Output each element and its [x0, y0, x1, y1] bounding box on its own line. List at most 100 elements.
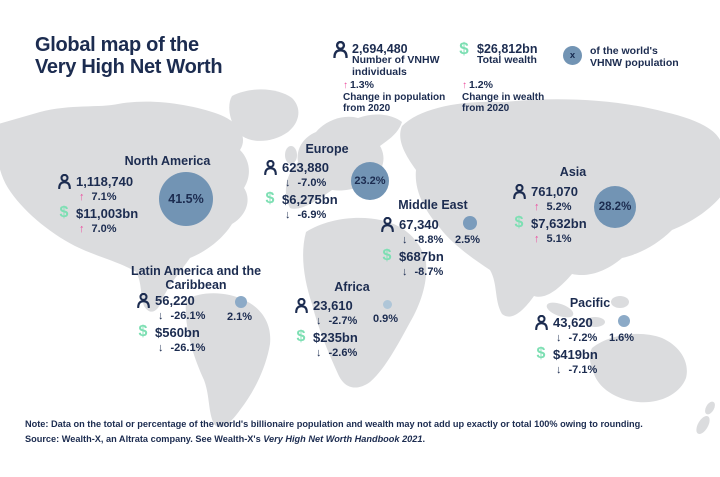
world-wealth-change: ↑ 1.2% Change in wealth from 2020 — [462, 79, 545, 115]
person-icon — [512, 183, 526, 199]
down-arrow-icon: ↓ — [402, 266, 408, 278]
continent-australia — [589, 333, 687, 403]
wealth-row: $ $687bn — [380, 248, 444, 264]
share-dot — [235, 296, 247, 308]
world-population-label-line2: individuals — [352, 65, 407, 78]
individuals-row: 56,220 — [136, 292, 205, 308]
individuals-value: 67,340 — [399, 216, 439, 232]
up-arrow-icon: ↑ — [462, 80, 467, 91]
person-icon — [534, 314, 548, 330]
population-change: ↓ -26.1% — [136, 308, 205, 324]
population-change: ↑ 7.1% — [57, 189, 138, 205]
dollar-icon: $ — [459, 39, 469, 58]
region-name: Middle East — [398, 198, 468, 212]
individuals-value: 1,118,740 — [76, 173, 134, 189]
up-arrow-icon: ↑ — [79, 223, 85, 235]
world-population-label-line1: Number of VNHW — [352, 54, 440, 66]
population-change-value: -7.2% — [568, 332, 598, 344]
wealth-change-value: -2.6% — [328, 347, 358, 359]
legend-label-line2: VHNW population — [590, 56, 679, 69]
footnote-source: Source: Wealth-X, an Altrata company. Se… — [25, 432, 643, 447]
island-borneo — [611, 296, 629, 308]
wealth-change-value: 5.1% — [546, 233, 572, 245]
world-wealth-label: Total wealth — [477, 54, 537, 66]
region-name: Europe — [305, 142, 349, 156]
down-arrow-icon: ↓ — [402, 234, 408, 246]
population-change: ↓ -8.8% — [380, 232, 444, 248]
page-title-line2: Very High Net Worth — [35, 56, 223, 78]
down-arrow-icon: ↓ — [158, 310, 164, 322]
continent-europe — [285, 114, 402, 209]
population-change: ↓ -2.7% — [294, 313, 358, 329]
wealth-value: $6,275bn — [282, 191, 338, 207]
person-icon — [380, 216, 394, 232]
page-title: Global map of the Very High Net Worth — [35, 34, 223, 78]
down-arrow-icon: ↓ — [285, 177, 291, 189]
world-population-change-label1: Change in population — [343, 91, 446, 103]
down-arrow-icon: ↓ — [316, 315, 322, 327]
footnote: Note: Data on the total or percentage of… — [25, 417, 643, 446]
population-change: ↓ -7.0% — [263, 175, 338, 191]
down-arrow-icon: ↓ — [158, 342, 164, 354]
wealth-change-value: -7.1% — [568, 364, 598, 376]
share-dot — [383, 300, 392, 309]
wealth-value: $419bn — [553, 346, 598, 362]
wealth-row: $ $419bn — [534, 346, 598, 362]
world-wealth-change-label2: from 2020 — [462, 103, 510, 114]
individuals-row: 23,610 — [294, 297, 358, 313]
wealth-value: $235bn — [313, 329, 358, 345]
wealth-value: $11,003bn — [76, 205, 139, 221]
population-change: ↓ -7.2% — [534, 330, 598, 346]
person-icon — [294, 297, 308, 313]
dollar-icon: $ — [265, 190, 275, 207]
wealth-change: ↑ 7.0% — [57, 221, 138, 237]
person-icon — [333, 40, 348, 63]
world-wealth-change-label1: Change in wealth — [462, 91, 545, 103]
continent-north-america — [0, 101, 249, 312]
dollar-icon: $ — [59, 204, 69, 221]
individuals-value: 23,610 — [313, 297, 353, 313]
down-arrow-icon: ↓ — [556, 364, 562, 376]
share-value: 2.5% — [455, 234, 481, 246]
continent-asia — [400, 99, 720, 317]
share-value: 1.6% — [609, 332, 635, 344]
person-icon — [57, 173, 71, 189]
population-change-value: -8.8% — [414, 234, 444, 246]
down-arrow-icon: ↓ — [556, 332, 562, 344]
source-text: Source: Wealth-X, an Altrata company. Se… — [25, 433, 264, 444]
legend-label-line1: of the world's — [590, 45, 658, 57]
region-name: North America — [124, 154, 211, 168]
world-population-change-value: 1.3% — [350, 79, 374, 91]
wealth-row: $ $7,632bn — [512, 215, 587, 231]
world-wealth-value: $26,812bn — [477, 42, 538, 56]
island-new-zealand-north — [705, 401, 715, 415]
wealth-value: $7,632bn — [531, 215, 587, 231]
world-population-value: 2,694,480 — [352, 42, 408, 56]
wealth-row: $ $560bn — [136, 324, 205, 340]
wealth-change-value: -6.9% — [297, 209, 327, 221]
down-arrow-icon: ↓ — [316, 347, 322, 359]
individuals-row: 67,340 — [380, 216, 444, 232]
wealth-change: ↓ -26.1% — [136, 340, 205, 356]
continent-africa — [303, 217, 427, 388]
wealth-change: ↓ -7.1% — [534, 362, 598, 378]
share-dot — [618, 315, 630, 327]
wealth-change-value: -26.1% — [170, 342, 206, 354]
up-arrow-icon: ↑ — [79, 191, 85, 203]
source-period: . — [422, 433, 426, 444]
island-java — [585, 317, 605, 327]
share-value: 0.9% — [373, 313, 399, 325]
population-change-value: 7.1% — [91, 191, 117, 203]
down-arrow-icon: ↓ — [285, 209, 291, 221]
wealth-change-value: 7.0% — [91, 223, 117, 235]
share-dot — [463, 216, 477, 230]
individuals-value: 761,070 — [531, 183, 578, 199]
wealth-change: ↓ -6.9% — [263, 207, 338, 223]
share-bubble: 28.2% — [594, 186, 636, 228]
wealth-value: $560bn — [155, 324, 200, 340]
individuals-row: 43,620 — [534, 314, 598, 330]
legend-label: of the world's VHNW population — [590, 45, 679, 69]
dollar-icon: $ — [138, 323, 148, 340]
